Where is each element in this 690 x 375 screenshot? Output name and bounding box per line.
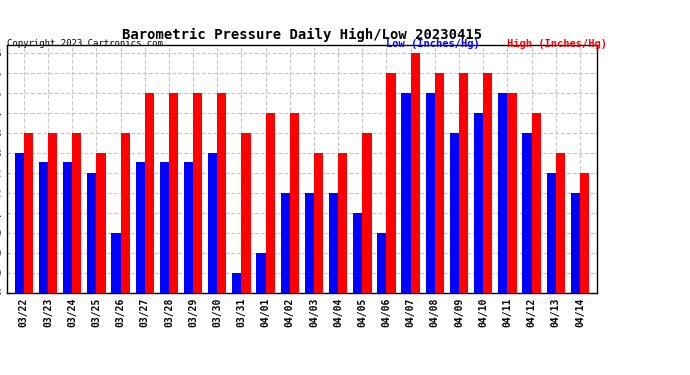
Bar <box>546 173 555 375</box>
Bar <box>169 93 178 375</box>
Bar <box>281 193 290 375</box>
Bar <box>135 162 145 375</box>
Bar <box>411 53 420 375</box>
Bar <box>184 162 193 375</box>
Bar <box>314 153 323 375</box>
Bar <box>72 133 81 375</box>
Bar <box>580 173 589 375</box>
Bar <box>362 133 371 375</box>
Bar <box>474 113 483 375</box>
Bar <box>483 73 493 375</box>
Bar <box>14 153 24 375</box>
Bar <box>435 73 444 375</box>
Bar <box>290 113 299 375</box>
Bar <box>531 113 541 375</box>
Bar <box>121 133 130 375</box>
Bar <box>257 252 266 375</box>
Bar <box>329 193 338 375</box>
Bar <box>498 93 507 375</box>
Bar <box>97 153 106 375</box>
Bar <box>426 93 435 375</box>
Bar <box>233 273 241 375</box>
Bar <box>386 73 395 375</box>
Bar <box>87 173 97 375</box>
Bar <box>305 193 314 375</box>
Bar <box>507 93 517 375</box>
Bar <box>266 113 275 375</box>
Text: Copyright 2023 Cartronics.com: Copyright 2023 Cartronics.com <box>7 39 163 48</box>
Bar <box>450 133 459 375</box>
Bar <box>193 93 202 375</box>
Bar <box>353 213 362 375</box>
Bar <box>241 133 250 375</box>
Bar <box>208 153 217 375</box>
Bar <box>402 93 411 375</box>
Bar <box>39 162 48 375</box>
Text: Low (Inches/Hg): Low (Inches/Hg) <box>386 39 480 50</box>
Bar <box>63 162 72 375</box>
Bar <box>145 93 154 375</box>
Bar <box>159 162 169 375</box>
Bar <box>459 73 469 375</box>
Bar <box>571 193 580 375</box>
Bar <box>338 153 347 375</box>
Bar <box>111 232 121 375</box>
Bar <box>48 133 57 375</box>
Bar <box>555 153 565 375</box>
Bar <box>24 133 33 375</box>
Title: Barometric Pressure Daily High/Low 20230415: Barometric Pressure Daily High/Low 20230… <box>122 28 482 42</box>
Bar <box>217 93 226 375</box>
Text: High (Inches/Hg): High (Inches/Hg) <box>507 39 607 50</box>
Bar <box>522 133 531 375</box>
Bar <box>377 232 386 375</box>
